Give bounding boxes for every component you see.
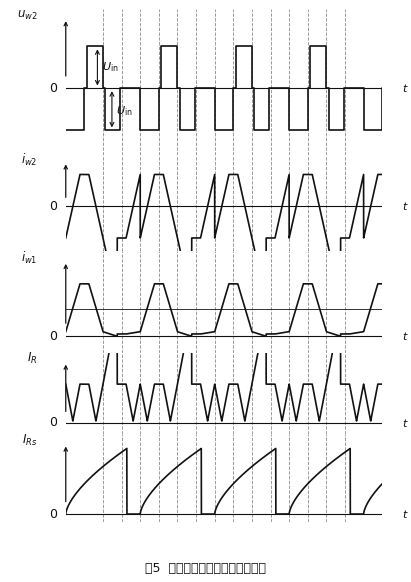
Text: $t$: $t$: [402, 330, 408, 342]
Text: $U_{\rm in}$: $U_{\rm in}$: [102, 61, 118, 74]
Text: 0: 0: [50, 200, 58, 213]
Text: $U_{\rm in}$: $U_{\rm in}$: [116, 105, 133, 118]
Text: 0: 0: [50, 416, 58, 429]
Text: $t$: $t$: [402, 508, 408, 520]
Text: $t$: $t$: [402, 200, 408, 212]
Text: $t$: $t$: [402, 417, 408, 428]
Text: 0: 0: [50, 330, 58, 343]
Text: $u_{w2}$: $u_{w2}$: [17, 9, 37, 22]
Text: 0: 0: [50, 82, 58, 95]
Text: $i_{w2}$: $i_{w2}$: [21, 151, 37, 168]
Text: 图5  两路积分波形的叠加输出波形: 图5 两路积分波形的叠加输出波形: [145, 562, 266, 575]
Text: $i_{w1}$: $i_{w1}$: [21, 250, 37, 265]
Text: $I_{Rs}$: $I_{Rs}$: [22, 433, 37, 448]
Text: $t$: $t$: [402, 82, 408, 94]
Text: $I_R$: $I_R$: [27, 352, 37, 367]
Text: 0: 0: [50, 508, 58, 520]
